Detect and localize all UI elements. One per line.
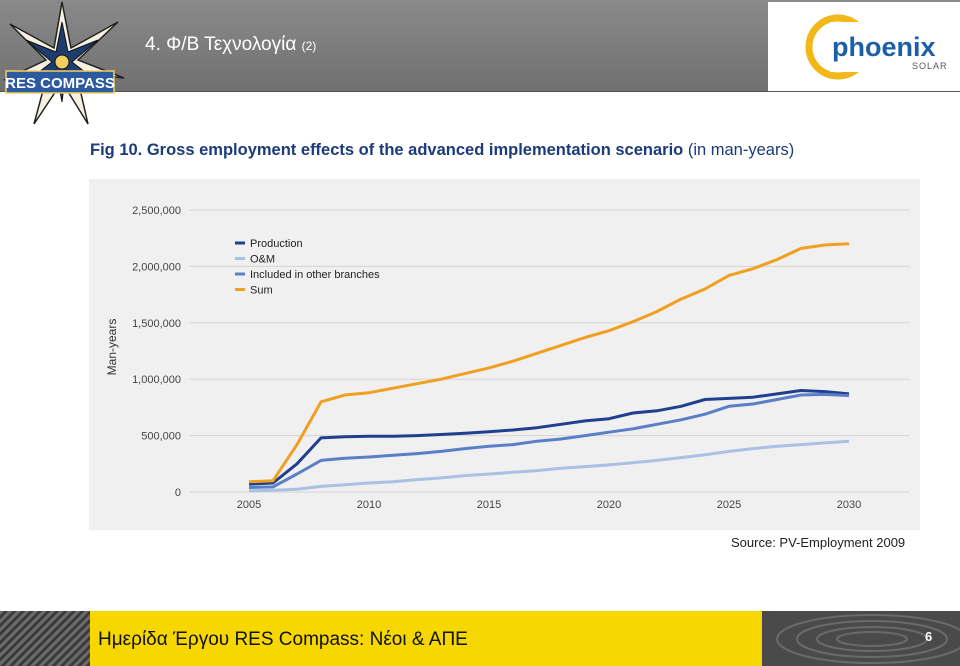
figure-title: Fig 10. Gross employment effects of the …	[90, 141, 794, 160]
figure-title-bold: Fig 10. Gross employment effects of the …	[90, 141, 684, 159]
phoenix-logo-subtext: SOLAR	[912, 61, 948, 71]
slide-title: 4. Φ/Β Τεχνολογία (2)	[145, 34, 316, 56]
phoenix-logo-text: phoenix	[832, 32, 936, 62]
rings-icon	[776, 614, 960, 664]
footer-title-band: Ημερίδα Έργου RES Compass: Νέοι & ΑΠΕ	[90, 611, 762, 666]
x-tick-label: 2015	[477, 499, 501, 511]
y-tick-label: 2,000,000	[132, 261, 181, 273]
legend-label: Production	[250, 238, 303, 250]
legend-label: Included in other branches	[250, 269, 380, 281]
solar-panel-decoration	[0, 611, 90, 666]
x-tick-label: 2005	[237, 499, 261, 511]
x-tick-label: 2020	[597, 499, 621, 511]
header-bar: 4. Φ/Β Τεχνολογία (2) phoenix SOLAR	[0, 0, 960, 92]
res-compass-logo: RES COMPASS	[0, 0, 135, 130]
phoenix-solar-logo: phoenix SOLAR	[768, 2, 960, 91]
page-number: 6	[925, 629, 933, 644]
legend-label: Sum	[250, 285, 273, 297]
series-line-o-m	[248, 439, 850, 493]
footer-text: Ημερίδα Έργου RES Compass: Νέοι & ΑΠΕ	[98, 629, 468, 650]
x-tick-label: 2025	[717, 499, 741, 511]
footer-rings-decoration	[762, 611, 960, 666]
res-compass-logo-text: RES COMPASS	[5, 75, 115, 92]
y-tick-label: 1,000,000	[132, 374, 181, 386]
y-tick-label: 500,000	[141, 431, 181, 443]
slide-title-text: 4. Φ/Β Τεχνολογία	[145, 34, 297, 55]
series-line-sum	[248, 242, 850, 484]
legend-label: O&M	[250, 254, 275, 266]
x-tick-label: 2030	[837, 499, 861, 511]
y-tick-label: 1,500,000	[132, 318, 181, 330]
series-line-production	[248, 389, 850, 486]
footer-bar: Ημερίδα Έργου RES Compass: Νέοι & ΑΠΕ	[0, 611, 960, 666]
compass-star-icon: RES COMPASS	[3, 1, 125, 125]
y-tick-label: 0	[175, 487, 181, 499]
y-axis-label: Man-years	[105, 319, 119, 376]
y-tick-label: 2,500,000	[132, 205, 181, 217]
figure-title-unit: (in man-years)	[687, 141, 795, 159]
x-tick-label: 2010	[357, 499, 381, 511]
slide-title-suffix: (2)	[301, 39, 317, 53]
employment-line-chart: 0 500,000 1,000,000 1,500,000 2,000,000 2,500…	[105, 205, 909, 511]
series-line-included-in-other-branches	[248, 392, 850, 489]
figure-source: Source: PV-Employment 2009	[731, 535, 906, 550]
phoenix-sun-icon: phoenix SOLAR	[805, 14, 950, 80]
